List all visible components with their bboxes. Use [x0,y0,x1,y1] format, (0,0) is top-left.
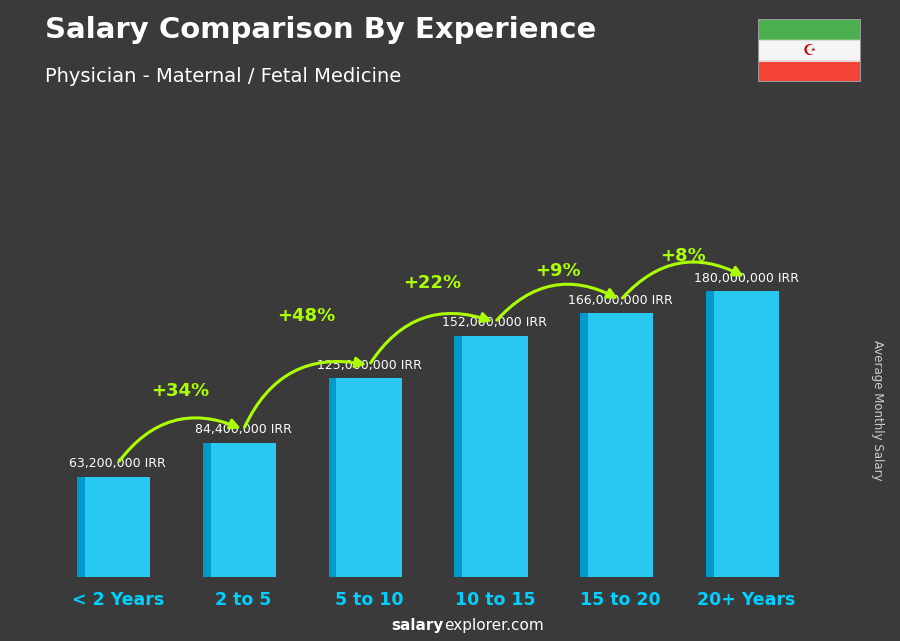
Text: salary: salary [392,618,444,633]
Bar [85,477,150,577]
Text: 63,200,000 IRR: 63,200,000 IRR [69,457,166,470]
Text: explorer.com: explorer.com [444,618,544,633]
Bar [588,313,653,577]
Text: 84,400,000 IRR: 84,400,000 IRR [195,423,292,437]
Bar [758,61,861,82]
Text: 152,000,000 IRR: 152,000,000 IRR [443,316,547,329]
Polygon shape [454,336,463,577]
Polygon shape [202,443,211,577]
Bar [758,19,861,40]
Text: Physician - Maternal / Fetal Medicine: Physician - Maternal / Fetal Medicine [45,67,401,87]
Text: +9%: +9% [535,262,581,280]
Bar [758,40,861,61]
Bar [714,291,779,577]
Polygon shape [328,378,337,577]
Text: +8%: +8% [661,247,707,265]
Polygon shape [580,313,588,577]
Text: Salary Comparison By Experience: Salary Comparison By Experience [45,16,596,44]
Text: +22%: +22% [403,274,461,292]
Text: 180,000,000 IRR: 180,000,000 IRR [694,272,799,285]
Text: +34%: +34% [151,381,210,399]
Text: 166,000,000 IRR: 166,000,000 IRR [568,294,673,307]
Polygon shape [706,291,714,577]
Text: Average Monthly Salary: Average Monthly Salary [871,340,884,481]
Bar [211,443,276,577]
Bar [337,378,401,577]
Text: 125,000,000 IRR: 125,000,000 IRR [317,359,421,372]
Polygon shape [77,477,85,577]
Text: +48%: +48% [277,307,336,325]
Text: ☪: ☪ [803,43,816,58]
Bar [463,336,527,577]
